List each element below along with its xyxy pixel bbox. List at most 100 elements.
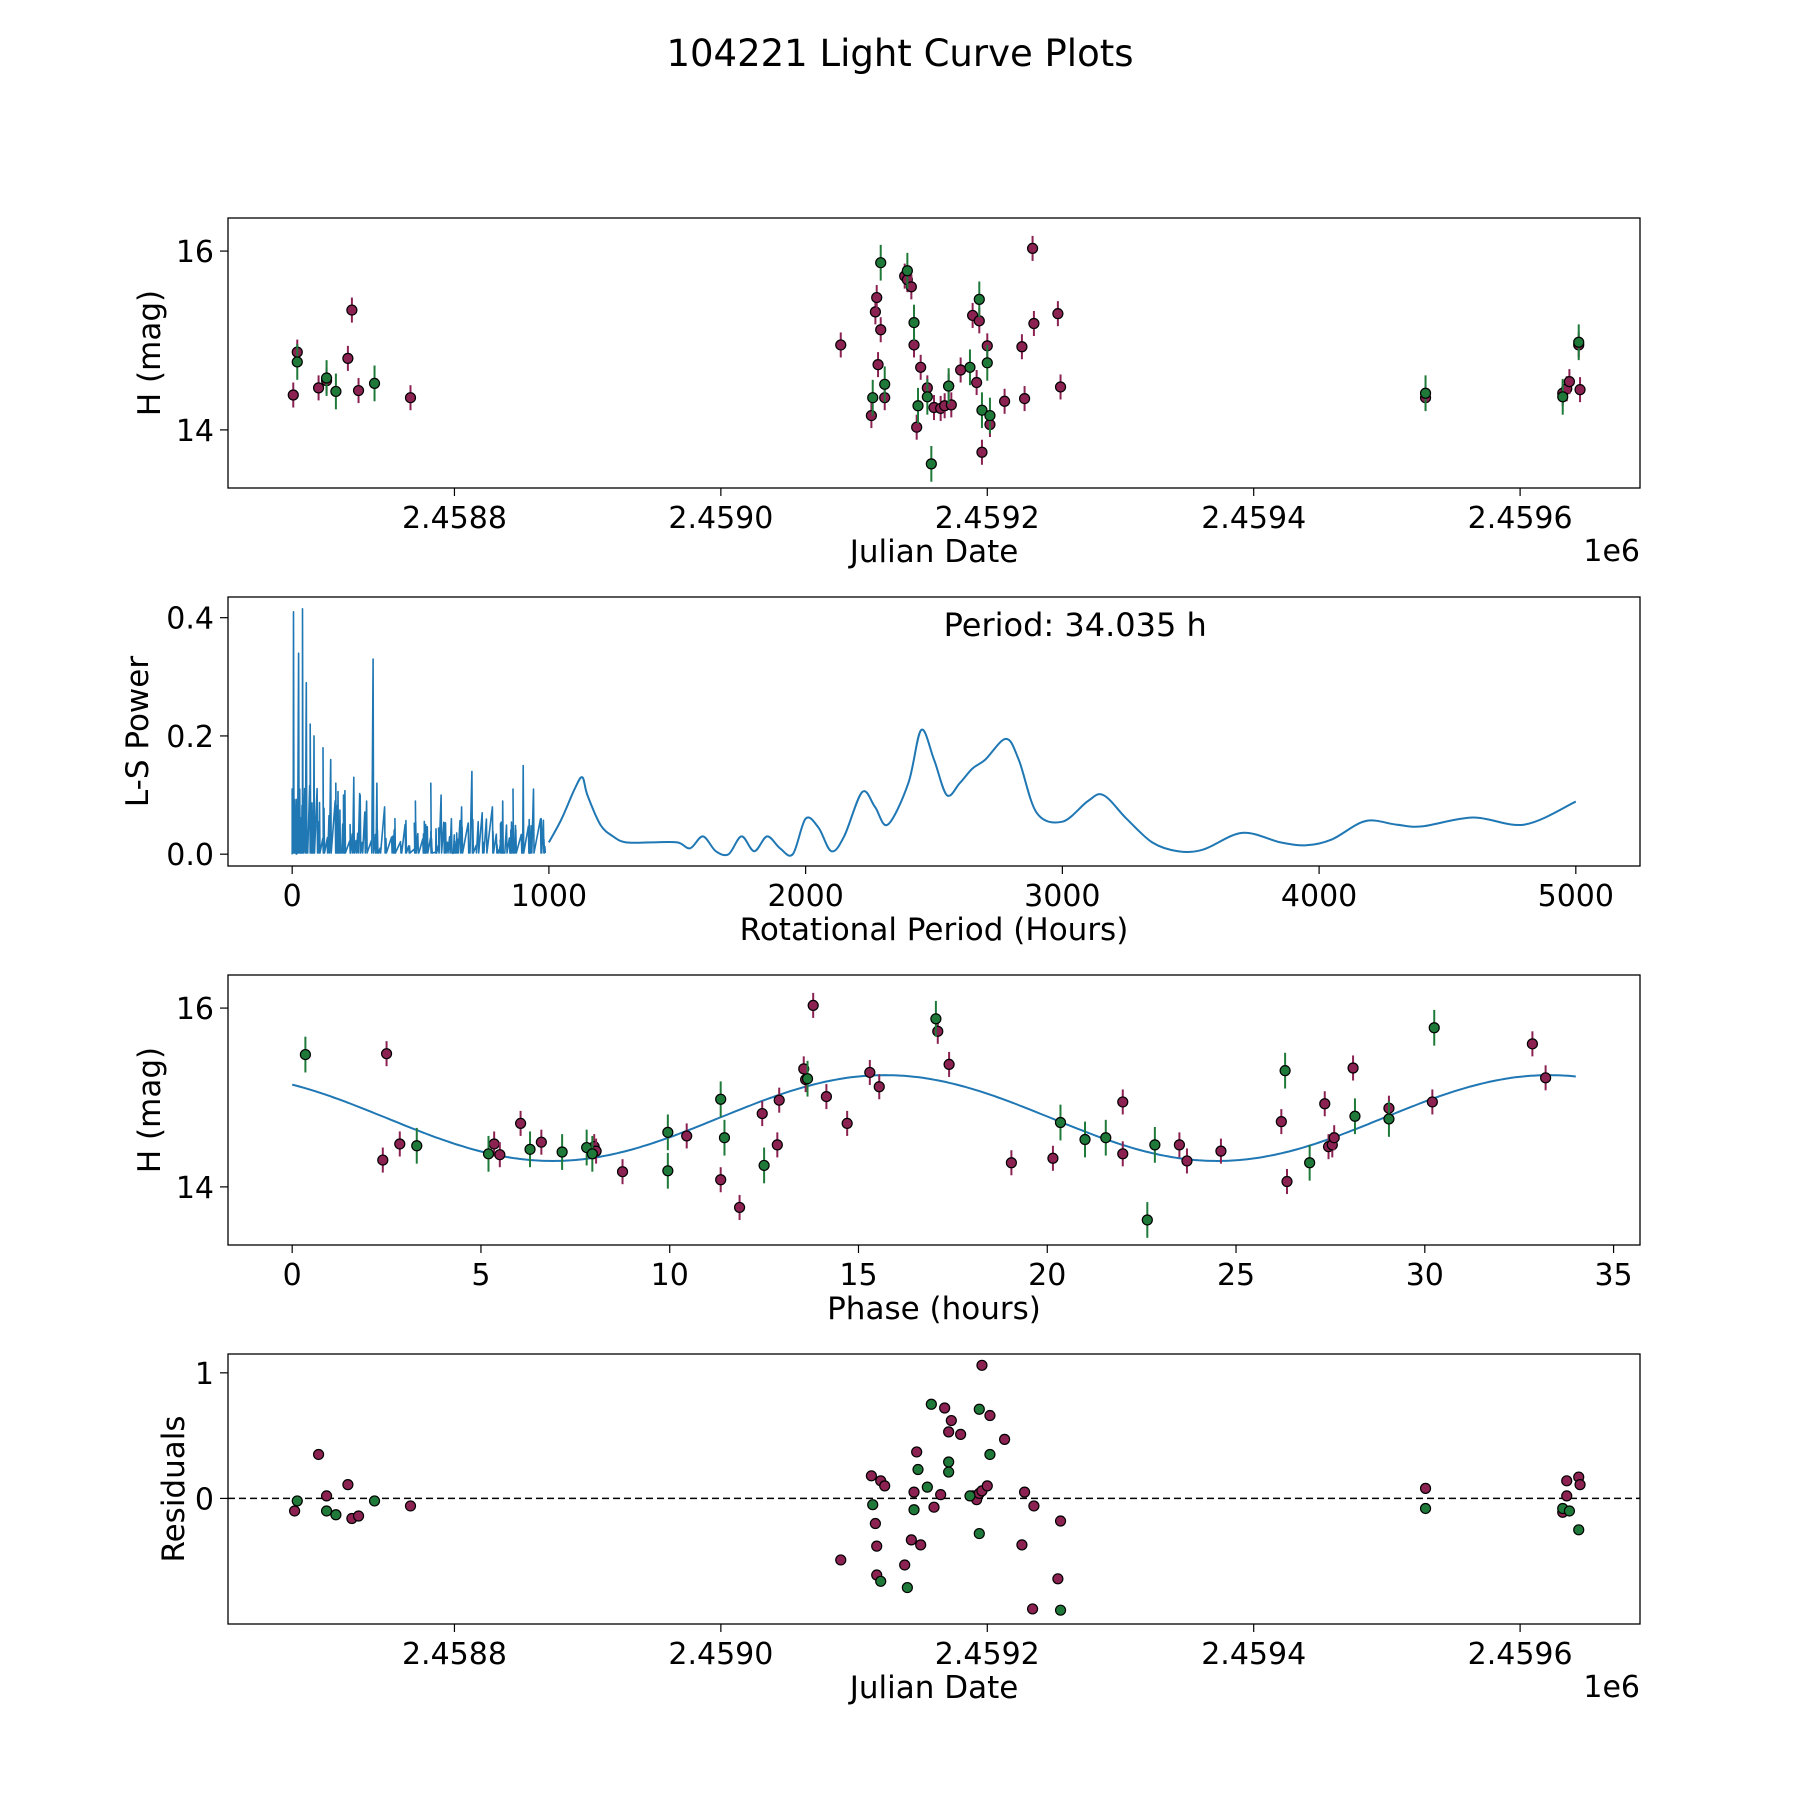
x-tick-label: 5 [471,1258,490,1293]
y-axis-label: H (mag) [132,1047,168,1173]
data-point [865,1470,877,1482]
panel-ls: 0 1000 2000 3000 4000 5000 0.0 0.2 0.4 Rotational… [120,596,1641,948]
data-point [352,384,365,397]
data-point [1540,1072,1552,1084]
x-tick-label: 2.4594 [1201,501,1306,536]
data-point [899,1559,911,1571]
data-point [971,376,983,389]
data-point [932,1025,944,1037]
panel-lc: 2.4588 2.4590 2.4592 2.4594 2.4596 14 16 Julian… [132,217,1641,570]
axes-frame [227,596,1641,867]
x-offset-label: 1e6 [1583,1670,1640,1705]
data-point [879,1480,891,1492]
data-point [368,1495,381,1507]
data-point [715,1174,727,1186]
data-point [330,385,342,398]
data-point [1561,1490,1573,1502]
data-point [871,291,883,304]
data-point [1304,1157,1316,1169]
data-point [1028,317,1040,330]
data-point [1279,1065,1291,1077]
data-point [915,361,927,373]
data-point [973,315,985,327]
data-point [662,1126,674,1138]
data-point [1419,1482,1432,1494]
data-point [964,361,976,373]
x-tick-label: 2.4592 [935,1637,1040,1672]
x-tick-label: 4000 [1281,879,1357,914]
data-point [1181,1155,1193,1167]
data-point [1026,1603,1039,1615]
data-point [873,1081,885,1093]
data-point [1052,1573,1064,1585]
data-point [921,391,933,403]
data-point [911,421,923,433]
data-point [928,1501,940,1513]
data-point [820,1090,833,1103]
data-point [1018,1486,1031,1498]
data-point [1563,1505,1576,1517]
axes-frame [227,1353,1641,1625]
data-point [1117,1148,1129,1160]
data-point [514,1117,527,1130]
data-point [912,1463,924,1476]
data-point [1054,1604,1067,1616]
data-point [1117,1096,1129,1108]
data-point [943,1456,955,1468]
y-axis-label: Residuals [156,1415,192,1562]
data-point [1281,1175,1293,1188]
data-point [943,1058,955,1071]
data-point [1574,384,1586,396]
panel-resid: 2.4588 2.4590 2.4592 2.4594 2.4596 0 1 Julian D… [156,1353,1641,1706]
data-point [368,377,381,389]
data-point [908,339,920,351]
y-tick-label: 0.0 [166,838,214,873]
data-point [964,1490,976,1502]
data-point [921,1481,933,1493]
data-point [984,409,996,422]
data-point [935,1489,947,1501]
data-point [925,458,937,470]
data-point [1100,1132,1112,1144]
data-point [352,1510,365,1522]
data-point [342,1479,354,1491]
data-point [939,1402,951,1414]
y-axis-label: H (mag) [132,290,168,416]
data-point [488,1138,500,1150]
x-tick-label: 2.4592 [935,501,1040,536]
x-tick-label: 2.4590 [668,501,773,536]
x-axis-label: Rotational Period (Hours) [740,912,1129,948]
data-point [681,1130,693,1142]
data-point [482,1148,495,1160]
data-point [1526,1038,1539,1050]
data-point [908,1486,920,1498]
data-point [835,339,847,351]
data-point [976,446,988,458]
data-point [291,356,303,368]
data-point [912,400,924,412]
data-point [299,1048,311,1061]
data-point [869,1517,881,1530]
data-point [1563,376,1576,388]
x-tick-label: 2.4596 [1468,501,1573,536]
data-point [524,1143,536,1155]
data-point [758,1159,770,1172]
data-point [807,999,819,1011]
data-point [984,1448,996,1461]
data-point [556,1146,568,1158]
data-point [911,1446,923,1458]
data-point [586,1148,598,1160]
data-point [1573,336,1585,348]
data-point [1028,1500,1040,1512]
series-green [299,1000,1440,1238]
data-point [869,306,881,318]
data-point [973,1403,985,1415]
data-point [330,1509,342,1521]
data-point [998,395,1011,407]
data-point [1426,1096,1438,1108]
data-point [287,389,299,401]
data-point [404,1500,417,1512]
x-tick-label: 2.4588 [402,501,507,536]
x-tick-label: 15 [839,1258,877,1293]
